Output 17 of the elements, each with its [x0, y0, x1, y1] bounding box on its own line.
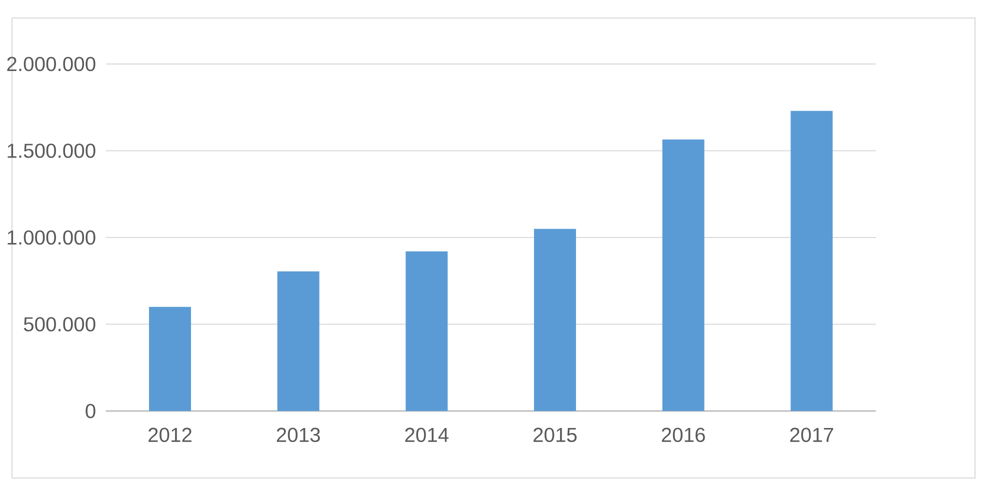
- x-tick-label: 2013: [276, 428, 320, 442]
- y-tick-label: 1.500.000: [8, 144, 96, 158]
- bar: [149, 306, 192, 411]
- y-tick-label: 0: [86, 404, 96, 418]
- x-tick-label: 2012: [148, 428, 192, 442]
- x-tick-label: 2017: [790, 428, 834, 442]
- bar: [790, 110, 833, 411]
- y-tick-label: 1.000.000: [8, 230, 96, 245]
- bar: [534, 228, 576, 411]
- bar: [662, 139, 704, 411]
- bar: [406, 251, 448, 411]
- y-tick-label: 2.000.000: [7, 56, 96, 72]
- y-tick-label: 500.000: [24, 317, 96, 332]
- x-tick-label: 2016: [662, 428, 705, 442]
- x-tick-label: 2014: [405, 428, 449, 442]
- x-tick-label: 2015: [534, 428, 577, 442]
- bar: [277, 271, 320, 411]
